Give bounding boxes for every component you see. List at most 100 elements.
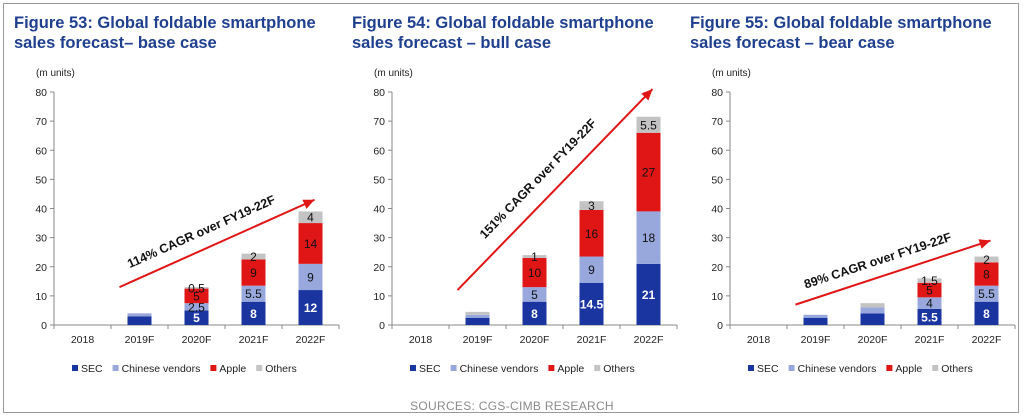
- unit-label: (m units): [374, 68, 413, 79]
- bar-sec-2022f: [636, 263, 661, 325]
- bar-chinese-vendors-2019f: [127, 313, 152, 317]
- bar-sec-2019f: [803, 317, 828, 325]
- legend-swatch-others: [932, 365, 939, 371]
- y-tick-label: 20: [373, 262, 385, 274]
- bar-sec-2020f: [184, 310, 209, 325]
- x-tick-label: 2020F: [182, 334, 212, 346]
- legend-swatch-apple: [548, 365, 555, 371]
- bar-sec-2021f: [579, 282, 604, 325]
- bar-others-2021f: [579, 201, 604, 210]
- data-label-sec: 14.5: [580, 297, 604, 311]
- data-label-sec: 21: [642, 288, 656, 302]
- data-label-chinese-vendors: 5: [531, 288, 538, 302]
- bar-apple-2021f: [241, 259, 266, 286]
- bar-chinese-vendors-2021f: [917, 297, 942, 309]
- x-tick-label: 2018: [71, 334, 95, 346]
- data-label-chinese-vendors: 5.5: [245, 287, 262, 301]
- x-tick-label: 2019F: [125, 334, 155, 346]
- y-tick-label: 0: [379, 320, 385, 332]
- y-tick-label: 50: [711, 174, 723, 186]
- figure-54-panel: Figure 54: Global foldable smartphone sa…: [342, 4, 680, 394]
- data-label-others: 2: [983, 253, 990, 267]
- source-note: SOURCES: CGS-CIMB RESEARCH: [410, 399, 614, 413]
- bar-sec-2020f: [522, 301, 547, 325]
- x-tick-label: 2022F: [972, 334, 1002, 346]
- cagr-arrow-line: [795, 239, 991, 306]
- legend-swatch-sec: [748, 365, 754, 371]
- data-label-sec: 8: [531, 307, 538, 321]
- legend-label-others: Others: [603, 363, 635, 375]
- legend-label-chinese-vendors: Chinese vendors: [122, 363, 201, 375]
- bar-others-2022f: [298, 211, 323, 224]
- bar-sec-2022f: [974, 301, 999, 325]
- y-tick-label: 80: [373, 87, 385, 99]
- x-tick-label: 2020F: [520, 334, 550, 346]
- x-tick-label: 2021F: [577, 334, 607, 346]
- legend-label-apple: Apple: [219, 363, 246, 375]
- bar-apple-2022f: [298, 223, 323, 264]
- data-label-others: 3: [588, 199, 595, 213]
- y-tick-label: 20: [711, 262, 723, 274]
- x-tick-label: 2019F: [463, 334, 493, 346]
- x-tick-label: 2020F: [858, 334, 888, 346]
- y-tick-label: 70: [373, 116, 385, 128]
- bar-chinese-vendors-2019f: [465, 314, 490, 318]
- data-label-others: 1: [531, 250, 538, 264]
- bar-others-2021f: [241, 253, 266, 260]
- data-label-sec: 5: [193, 311, 200, 325]
- cagr-arrow-head: [978, 239, 991, 249]
- bar-others-2021f: [917, 278, 942, 283]
- bar-apple-2020f: [184, 288, 209, 304]
- x-tick-label: 2021F: [239, 334, 269, 346]
- y-tick-label: 0: [717, 320, 723, 332]
- data-label-apple: 16: [585, 227, 599, 241]
- y-tick-label: 30: [373, 233, 385, 245]
- bar-sec-2021f: [241, 301, 266, 325]
- y-tick-label: 10: [711, 291, 723, 303]
- legend-swatch-apple: [886, 365, 893, 371]
- data-label-apple: 8: [983, 268, 990, 282]
- legend-swatch-others: [256, 365, 263, 371]
- bar-chinese-vendors-2021f: [579, 256, 604, 283]
- data-label-sec: 8: [983, 307, 990, 321]
- figure-54-chart: (m units) 0 10 20 30 40 50 60 70 80 2018 2019F 2020F…: [373, 68, 678, 375]
- data-label-apple: 5: [193, 289, 200, 303]
- data-label-apple: 27: [642, 166, 656, 180]
- y-tick-label: 80: [711, 87, 723, 99]
- legend-swatch-apple: [210, 365, 217, 371]
- y-tick-label: 40: [35, 204, 47, 216]
- data-label-chinese-vendors: 4: [926, 297, 933, 311]
- figure-54-title: Figure 54: Global foldable smartphone sa…: [352, 14, 654, 52]
- data-label-others: 0.5: [188, 281, 205, 295]
- x-tick-label: 2018: [409, 334, 433, 346]
- x-tick-label: 2021F: [915, 334, 945, 346]
- legend-swatch-sec: [410, 365, 416, 371]
- y-tick-label: 30: [35, 233, 47, 245]
- legend-swatch-chinese-vendors: [450, 365, 457, 371]
- y-tick-label: 30: [711, 233, 723, 245]
- bar-chinese-vendors-2021f: [241, 285, 266, 302]
- bar-sec-2021f: [917, 308, 942, 325]
- bar-apple-2020f: [522, 258, 547, 288]
- bar-chinese-vendors-2020f: [860, 307, 885, 314]
- legend-label-chinese-vendors: Chinese vendors: [460, 363, 539, 375]
- unit-label: (m units): [712, 68, 751, 79]
- bar-others-2022f: [974, 256, 999, 263]
- data-label-apple: 5: [926, 284, 933, 298]
- data-label-others: 5.5: [640, 118, 657, 132]
- y-tick-label: 20: [35, 262, 47, 274]
- data-label-chinese-vendors: 18: [642, 231, 656, 245]
- bar-apple-2022f: [974, 262, 999, 286]
- bar-others-2020f: [184, 287, 209, 289]
- figure-53-title: Figure 53: Global foldable smartphone sa…: [14, 14, 316, 52]
- y-tick-label: 70: [35, 116, 47, 128]
- bar-apple-2022f: [636, 132, 661, 212]
- data-label-apple: 9: [250, 266, 257, 280]
- y-tick-label: 10: [35, 291, 47, 303]
- legend-label-apple: Apple: [895, 363, 922, 375]
- bar-others-2019f: [465, 311, 490, 315]
- legend-label-apple: Apple: [557, 363, 584, 375]
- data-label-sec: 12: [304, 301, 318, 315]
- report-figure-frame: Figure 53: Global foldable smartphone sa…: [3, 3, 1019, 413]
- figure-55-title: Figure 55: Global foldable smartphone sa…: [690, 14, 992, 52]
